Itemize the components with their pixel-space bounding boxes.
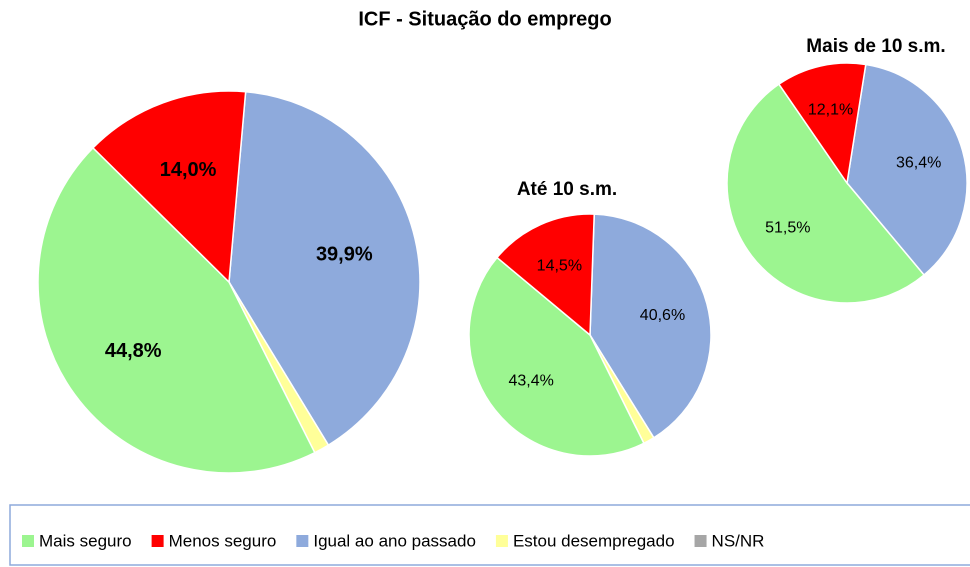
pie-slice: [846, 63, 968, 277]
data-label: 51,5%: [765, 219, 810, 236]
data-label: 39,9%: [316, 243, 373, 265]
data-label: 40,6%: [640, 307, 685, 324]
pie-title: Mais de 10 s.m.: [806, 36, 945, 57]
pie-slice: [495, 213, 595, 337]
data-label: 12,1%: [808, 102, 853, 119]
pie-slice: [468, 256, 645, 457]
data-label: 14,5%: [537, 258, 582, 275]
pie-title: Até 10 s.m.: [517, 179, 617, 200]
pie-slice: [37, 146, 316, 474]
legend-label: Menos seguro: [169, 531, 277, 550]
data-label: 44,8%: [105, 340, 162, 362]
pie-slice: [91, 90, 247, 284]
pie-slice: [589, 213, 712, 439]
legend-box: [9, 504, 970, 566]
legend-label: Igual ao ano passado: [313, 531, 476, 550]
legend-swatch: [151, 535, 164, 547]
data-label: 36,4%: [896, 154, 941, 171]
legend-label: NS/NR: [712, 531, 765, 550]
pie-slice: [777, 62, 867, 185]
legend-swatch: [296, 535, 309, 547]
legend-label: Mais seguro: [39, 531, 132, 550]
chart-title: ICF - Situação do emprego: [358, 8, 611, 30]
data-label: 43,4%: [508, 373, 553, 390]
legend-swatch: [22, 535, 34, 547]
pie-slice: [228, 90, 421, 447]
legend-label: Estou desempregado: [513, 531, 675, 550]
data-label: 14,0%: [160, 159, 217, 181]
pie-slice: [726, 83, 926, 304]
legend: Mais seguro Menos seguro Igual ao ano pass…: [22, 531, 764, 550]
legend-swatch: [495, 535, 508, 547]
legend-swatch: [694, 535, 707, 547]
